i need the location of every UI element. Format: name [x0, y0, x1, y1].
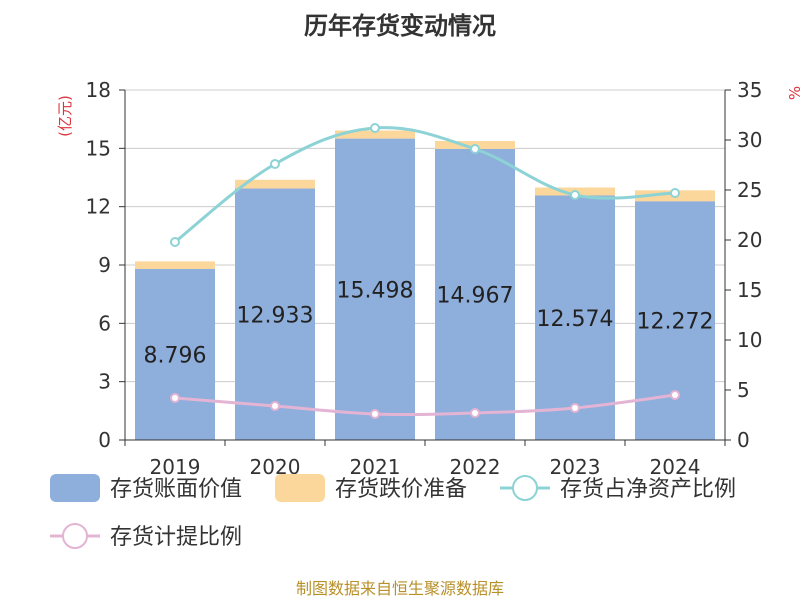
x-axis-tick-label: 2021 [350, 455, 401, 479]
bar-inventory-book-value [535, 195, 615, 440]
x-axis-tick-label: 2024 [650, 455, 701, 479]
line-point [670, 188, 680, 198]
legend-swatch [50, 474, 100, 502]
right-axis-tick-label: 0 [737, 428, 750, 452]
x-axis-tick-label: 2019 [150, 455, 201, 479]
bar-data-label: 12.272 [637, 310, 714, 335]
right-axis-tick-label: 5 [737, 378, 750, 402]
bar-inventory-provision [235, 179, 315, 189]
legend-marker [62, 523, 88, 549]
bar-inventory-book-value [335, 138, 415, 440]
right-axis-unit: % [786, 86, 800, 100]
left-axis-tick-label: 3 [98, 370, 111, 394]
legend-label: 存货计提比例 [110, 525, 242, 550]
left-axis-tick-label: 6 [98, 311, 111, 335]
x-axis-tick-label: 2023 [550, 455, 601, 479]
bars [135, 130, 715, 440]
bar-inventory-provision [135, 261, 215, 269]
legend-label: 存货占净资产比例 [560, 477, 736, 502]
right-axis-tick-label: 10 [737, 328, 762, 352]
line-point [570, 190, 580, 200]
bar-data-label: 8.796 [144, 343, 207, 368]
right-axis-tick-label: 15 [737, 278, 762, 302]
line-point [270, 159, 280, 169]
legend-swatch [275, 474, 325, 502]
line-point [470, 408, 480, 418]
line-provision-ratio [174, 393, 676, 417]
gridlines [125, 89, 725, 383]
footer-source: 制图数据来自恒生聚源数据库 [296, 579, 504, 598]
bar-data-label: 14.967 [437, 283, 514, 308]
bar-data-label: 15.498 [337, 278, 414, 303]
line-point [170, 393, 180, 403]
line-point [270, 401, 280, 411]
bar-inventory-book-value [435, 148, 515, 440]
right-axis-tick-label: 25 [737, 178, 762, 202]
left-axis-unit: (亿元) [56, 95, 74, 137]
line-point [570, 403, 580, 413]
bar-inventory-provision [335, 130, 415, 139]
legend-label: 存货跌价准备 [335, 477, 467, 502]
line-point [170, 237, 180, 247]
right-axis-tick-label: 35 [737, 78, 762, 102]
chart-title: 历年存货变动情况 [304, 12, 496, 40]
left-axis-tick-label: 12 [86, 195, 111, 219]
line-point [470, 144, 480, 154]
line-series [170, 123, 680, 419]
legend-marker [512, 475, 538, 501]
x-axis-tick-label: 2022 [450, 455, 501, 479]
bar-inventory-book-value [135, 268, 215, 440]
bar-data-label: 12.574 [537, 307, 614, 332]
bar-labels: 8.796 12.933 15.498 14.967 12.574 12.272 [144, 278, 714, 368]
bar-inventory-book-value [235, 188, 315, 440]
left-axis-tick-label: 9 [98, 253, 111, 277]
right-axis-tick-label: 20 [737, 228, 762, 252]
right-axis-tick-label: 30 [737, 128, 762, 152]
legend-label: 存货账面价值 [110, 477, 242, 502]
left-axis-tick-label: 18 [86, 78, 111, 102]
line-point [370, 409, 380, 419]
line-point [370, 123, 380, 133]
left-axis-tick-label: 0 [98, 428, 111, 452]
line-point [670, 390, 680, 400]
line-inventory-to-net-assets [174, 126, 676, 244]
bar-data-label: 12.933 [237, 303, 314, 328]
left-axis-tick-label: 15 [86, 136, 111, 160]
